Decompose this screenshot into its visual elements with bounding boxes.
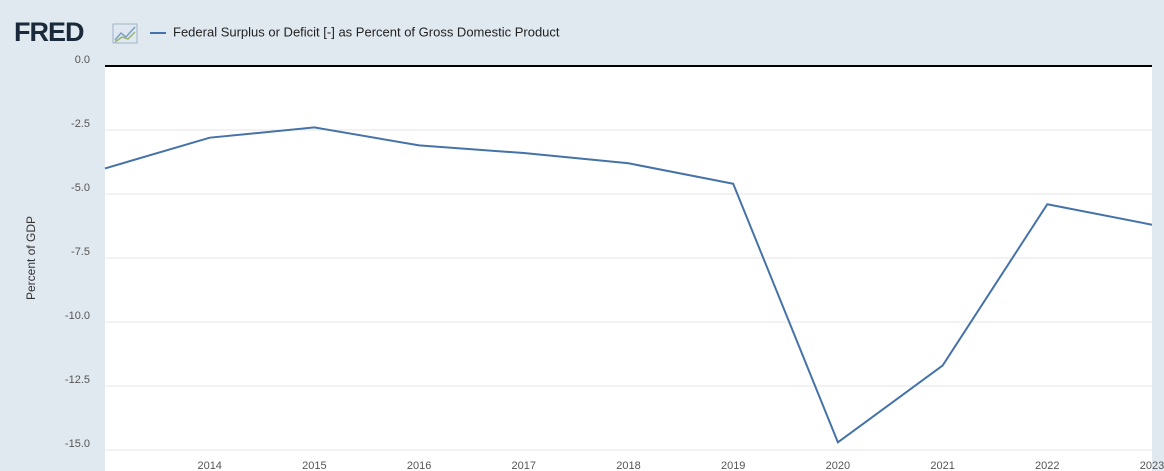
x-tick-label: 2014 [197,460,221,471]
y-tick-label: -12.5 [65,374,90,386]
x-tick-label: 2023 [1140,460,1164,471]
x-tick-label: 2016 [407,460,431,471]
x-tick-label: 2017 [512,460,536,471]
x-tick-label: 2015 [302,460,326,471]
legend-label: Federal Surplus or Deficit [-] as Percen… [173,24,560,39]
x-tick-label: 2020 [826,460,850,471]
series-line [104,126,1153,444]
y-axis-label: Percent of GDP [24,216,38,300]
y-tick-label: -7.5 [71,246,90,258]
y-tick-label: 0.0 [75,54,90,66]
y-tick-label: -2.5 [71,118,90,130]
logo: FRED [14,17,84,47]
x-tick-label: 2019 [721,460,745,471]
x-tick-label: 2022 [1035,460,1059,471]
y-tick-label: -15.0 [65,438,90,450]
logo-icon [112,23,138,44]
y-tick-label: -5.0 [71,182,90,194]
x-tick-label: 2021 [930,460,954,471]
y-tick-label: -10.0 [65,310,90,322]
x-tick-label: 2018 [616,460,640,471]
plot-area [105,66,1152,471]
